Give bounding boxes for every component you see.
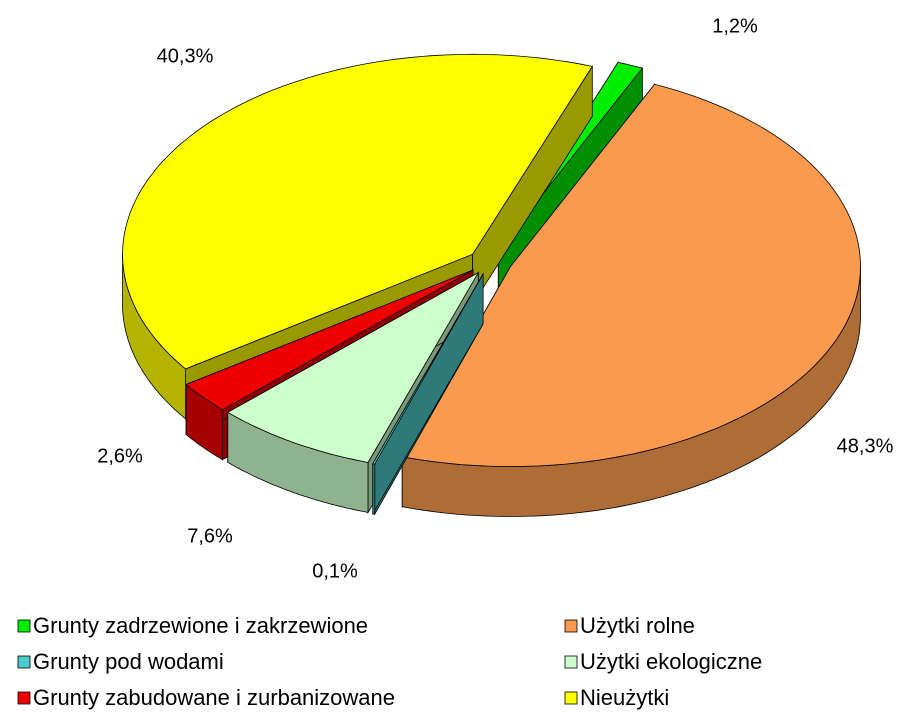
legend-swatch xyxy=(17,691,31,705)
data-label: 40,3% xyxy=(157,45,214,67)
data-label: 0,1% xyxy=(312,560,358,582)
legend-label: Użytki rolne xyxy=(580,613,695,638)
slice-top xyxy=(185,269,474,411)
data-label: 2,6% xyxy=(97,445,143,467)
slice-top xyxy=(372,273,484,465)
slice xyxy=(401,83,861,517)
legend-label: Grunty zabudowane i zurbanizowane xyxy=(33,685,395,710)
legend-swatch xyxy=(564,691,578,705)
legend-swatch xyxy=(17,655,31,669)
data-label: 7,6% xyxy=(187,525,233,547)
legend-label: Grunty zadrzewione i zakrzewione xyxy=(33,613,368,638)
slice xyxy=(372,272,484,516)
slice-top xyxy=(226,271,480,463)
slice-top xyxy=(401,83,861,467)
pie: 1,2% 48,3% 0,1% 7,6% 2,6% 40,3% xyxy=(97,15,893,582)
legend-swatch xyxy=(17,619,31,633)
legend-swatch xyxy=(564,619,578,633)
legend-swatch xyxy=(564,655,578,669)
slice-top xyxy=(122,53,593,370)
data-label: 1,2% xyxy=(712,15,758,37)
legend-label: Użytki ekologiczne xyxy=(580,649,762,674)
slice-outer-side xyxy=(372,463,376,515)
legend-label: Nieużytki xyxy=(580,685,669,710)
legend: Grunty zadrzewione i zakrzewione Użytki r… xyxy=(17,613,762,710)
legend-label: Grunty pod wodami xyxy=(33,649,224,674)
data-label: 48,3% xyxy=(837,435,894,457)
